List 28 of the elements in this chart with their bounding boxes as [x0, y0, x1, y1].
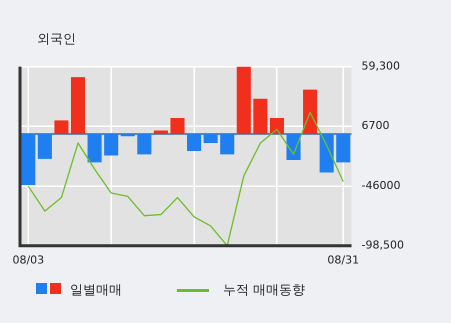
y-tick-label: 59,300 — [362, 59, 400, 72]
chart-title: 외국인 — [37, 31, 76, 48]
y-tick-label: -98,500 — [362, 238, 404, 252]
y-tick-label: -46000 — [362, 179, 401, 192]
bar — [120, 134, 135, 136]
bar — [253, 98, 268, 134]
bar — [38, 134, 52, 159]
bar — [88, 134, 102, 162]
bar — [220, 134, 234, 154]
bar — [303, 90, 318, 134]
bar — [54, 120, 68, 134]
bar — [270, 118, 284, 134]
legend-label: 누적 매매동향 — [223, 282, 306, 299]
bar — [187, 134, 202, 151]
bar — [336, 134, 350, 162]
bar — [236, 66, 251, 134]
bar — [137, 134, 152, 154]
y-tick-label: 6700 — [362, 119, 390, 132]
bar — [70, 77, 86, 134]
bar — [154, 130, 168, 134]
legend-label: 일별매매 — [70, 282, 122, 299]
x-tick-label: 08/03 — [12, 253, 44, 266]
bar — [204, 134, 218, 144]
bar — [104, 134, 118, 156]
bar — [170, 118, 185, 134]
bar — [21, 134, 36, 186]
x-tick-label: 08/31 — [327, 253, 360, 266]
bar — [320, 134, 334, 173]
